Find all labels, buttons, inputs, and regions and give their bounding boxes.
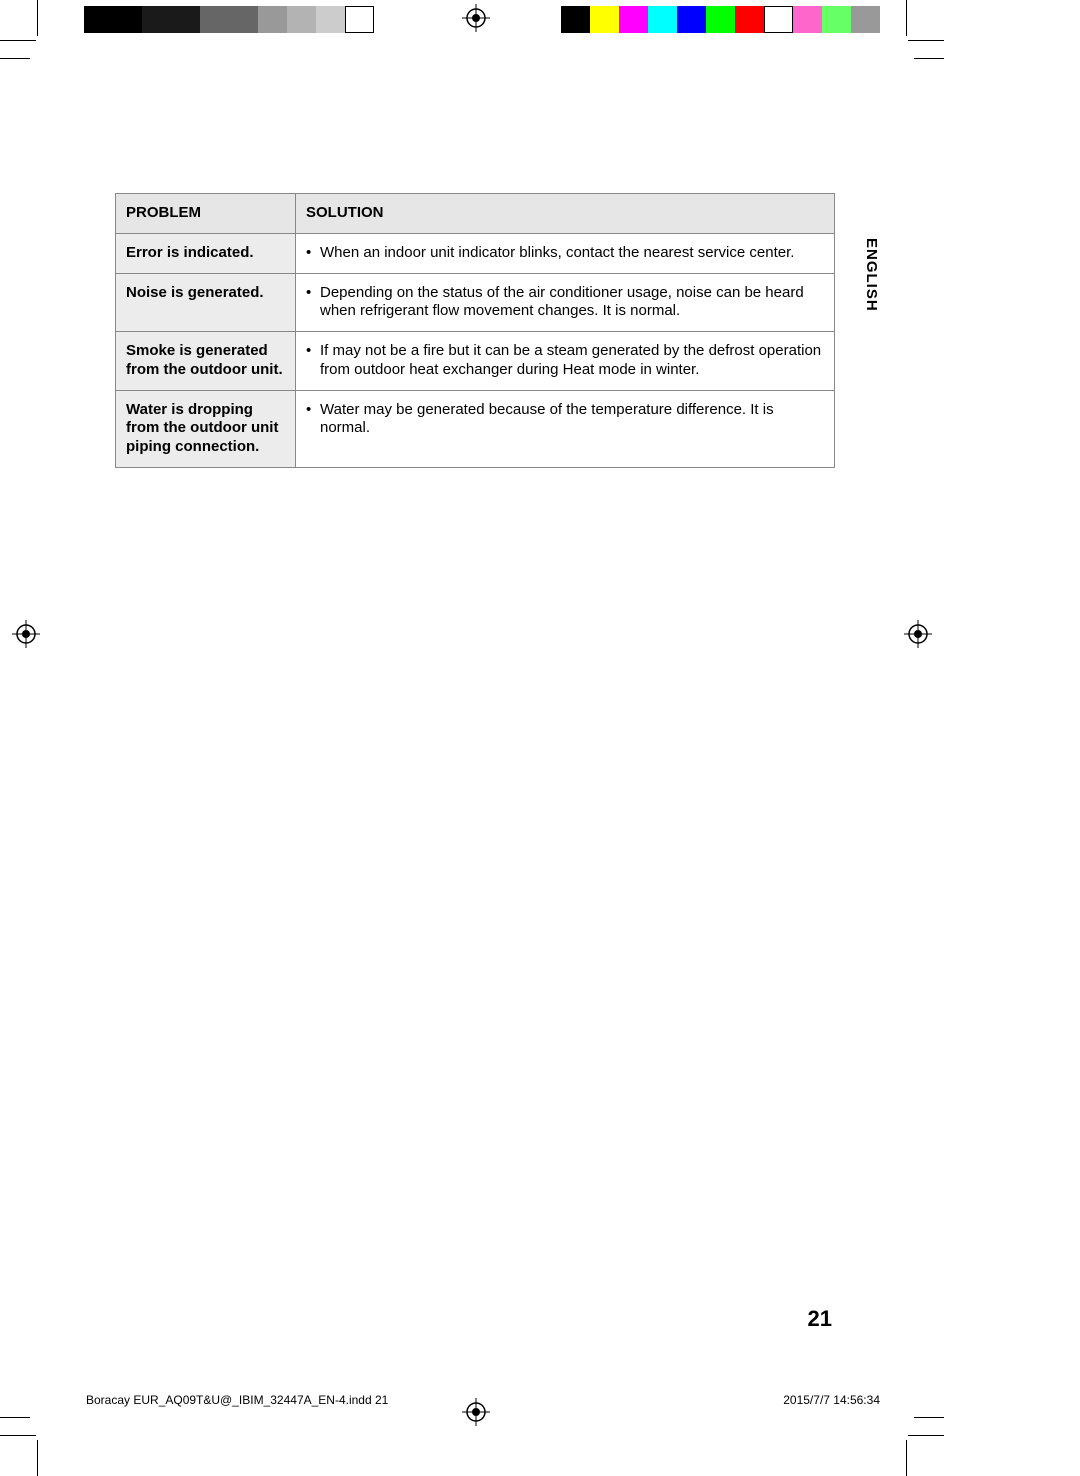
solution-item: When an indoor unit indicator blinks, co… <box>306 244 824 263</box>
solution-list: When an indoor unit indicator blinks, co… <box>306 244 824 263</box>
table-row: Smoke is generated from the outdoor unit… <box>116 332 835 391</box>
swatch <box>316 6 345 33</box>
solution-item: Water may be generated because of the te… <box>306 401 824 439</box>
swatch <box>706 6 735 33</box>
problem-cell: Smoke is generated from the outdoor unit… <box>116 332 296 391</box>
table: PROBLEM SOLUTION Error is indicated. When… <box>115 193 835 468</box>
registration-mark-icon <box>12 620 40 648</box>
color-bar <box>561 6 880 33</box>
swatch <box>764 6 793 33</box>
page-number: 21 <box>808 1306 832 1332</box>
crop-mark <box>0 1435 36 1436</box>
swatch <box>84 6 113 33</box>
solution-list: Depending on the status of the air condi… <box>306 284 824 322</box>
solution-cell: If may not be a fire but it can be a ste… <box>296 332 835 391</box>
registration-mark-icon <box>462 1398 490 1426</box>
registration-mark-icon <box>904 620 932 648</box>
swatch <box>142 6 171 33</box>
footer-timestamp: 2015/7/7 14:56:34 <box>783 1393 880 1407</box>
table-row: Noise is generated. Depending on the stat… <box>116 273 835 332</box>
swatch <box>851 6 880 33</box>
crop-mark <box>914 1417 944 1418</box>
swatch <box>793 6 822 33</box>
swatch <box>735 6 764 33</box>
swatch <box>229 6 258 33</box>
solution-cell: When an indoor unit indicator blinks, co… <box>296 233 835 273</box>
crop-mark <box>906 0 907 36</box>
solution-list: Water may be generated because of the te… <box>306 401 824 439</box>
crop-mark <box>0 58 30 59</box>
grayscale-color-bar <box>84 6 374 33</box>
swatch <box>258 6 287 33</box>
table-row: Water is dropping from the outdoor unit … <box>116 390 835 467</box>
swatch <box>200 6 229 33</box>
crop-mark <box>908 1435 944 1436</box>
crop-mark <box>37 0 38 36</box>
solution-item: Depending on the status of the air condi… <box>306 284 824 322</box>
swatch <box>345 6 374 33</box>
swatch <box>648 6 677 33</box>
troubleshooting-table: PROBLEM SOLUTION Error is indicated. When… <box>115 193 835 468</box>
crop-mark <box>0 1417 30 1418</box>
crop-mark <box>914 58 944 59</box>
swatch <box>677 6 706 33</box>
solution-cell: Water may be generated because of the te… <box>296 390 835 467</box>
solution-item: If may not be a fire but it can be a ste… <box>306 342 824 380</box>
problem-cell: Noise is generated. <box>116 273 296 332</box>
header-problem: PROBLEM <box>116 194 296 234</box>
header-solution: SOLUTION <box>296 194 835 234</box>
crop-mark <box>0 40 36 41</box>
solution-list: If may not be a fire but it can be a ste… <box>306 342 824 380</box>
table-header-row: PROBLEM SOLUTION <box>116 194 835 234</box>
solution-cell: Depending on the status of the air condi… <box>296 273 835 332</box>
language-label: ENGLISH <box>863 238 880 312</box>
crop-mark <box>906 1440 907 1476</box>
swatch <box>561 6 590 33</box>
footer-filename: Boracay EUR_AQ09T&U@_IBIM_32447A_EN-4.in… <box>86 1393 388 1407</box>
crop-mark <box>37 1440 38 1476</box>
registration-mark-icon <box>462 4 490 32</box>
problem-cell: Error is indicated. <box>116 233 296 273</box>
crop-mark <box>908 40 944 41</box>
swatch <box>822 6 851 33</box>
table-row: Error is indicated. When an indoor unit i… <box>116 233 835 273</box>
swatch <box>113 6 142 33</box>
swatch <box>619 6 648 33</box>
swatch <box>590 6 619 33</box>
swatch <box>287 6 316 33</box>
problem-cell: Water is dropping from the outdoor unit … <box>116 390 296 467</box>
swatch <box>171 6 200 33</box>
